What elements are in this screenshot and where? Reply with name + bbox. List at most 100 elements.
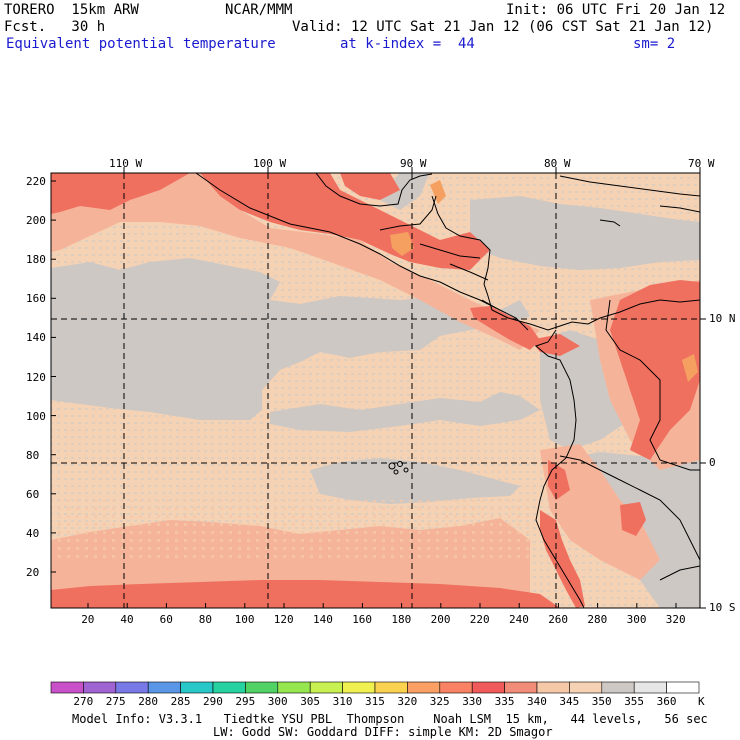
island-galapagos-b	[397, 461, 403, 467]
colorbar-swatch	[245, 681, 279, 694]
colorbar	[50, 681, 700, 694]
x-tick-label: 180	[391, 613, 412, 626]
shading-speckle-south	[51, 500, 531, 560]
colorbar-swatch	[277, 681, 311, 694]
border-colombia-venezuela	[605, 299, 700, 471]
x-tick-label: 20	[81, 613, 95, 626]
border-costarica	[481, 299, 497, 309]
y-tick-label: 200	[26, 214, 46, 228]
colorbar-swatch	[374, 681, 408, 694]
graticule	[51, 173, 700, 608]
coast-hispaniola	[659, 205, 700, 213]
x-tick-label: 100	[234, 613, 255, 626]
y-tick-label: 100	[26, 409, 46, 423]
coast-jamaica	[599, 219, 621, 227]
border-nicaragua	[449, 263, 489, 281]
colorbar-label: 315	[365, 695, 385, 708]
y-tick-label: 120	[26, 370, 46, 384]
x-ticks	[87, 603, 677, 608]
coast-cuba	[559, 175, 700, 197]
x-tick-label: 80	[198, 613, 213, 626]
colorbar-swatch	[407, 681, 441, 694]
coast-south-america-pacific	[534, 329, 585, 608]
y-tick-label: 140	[26, 331, 46, 345]
colorbar-swatch	[633, 681, 667, 694]
shading-red-peru-coast	[540, 460, 585, 608]
x-tick-label: 320	[665, 613, 686, 626]
smoothing-label: sm= 2	[633, 36, 676, 52]
x-tick-label: 280	[587, 613, 608, 626]
x-tick-label: 260	[548, 613, 569, 626]
colorbar-label: 305	[300, 695, 321, 708]
colorbar-label: 275	[105, 695, 126, 708]
shading-red-nw	[51, 173, 190, 214]
border-peru-brazil	[619, 479, 700, 561]
top-ticks	[123, 167, 701, 173]
colorbar-swatch	[471, 681, 505, 694]
y-ticks	[51, 180, 56, 573]
model-title: TORERO 15km ARW	[4, 2, 139, 18]
colorbar-label: 330	[462, 695, 483, 708]
colorbar-swatch	[83, 681, 117, 694]
border-ecuador-peru	[559, 455, 621, 481]
colorbar-label: 340	[527, 695, 547, 708]
x-tick-label: 120	[273, 613, 294, 626]
x-tick-label: 300	[626, 613, 647, 626]
colorbar-label: 325	[429, 695, 450, 708]
x-tick-label: 40	[120, 613, 134, 626]
shading-red-venezuela	[610, 280, 700, 460]
colorbar-swatch	[439, 681, 473, 694]
colorbar-label: 285	[170, 695, 191, 708]
lat-label-10n: 10 N	[709, 312, 736, 325]
colorbar-label: 280	[138, 695, 159, 708]
forecast-hour: Fcst. 30 h	[4, 19, 106, 35]
colorbar-label: 335	[494, 695, 515, 708]
colorbar-label: 360	[656, 695, 677, 708]
x-tick-label: 140	[313, 613, 333, 626]
shading-orange-guatemala	[390, 232, 414, 256]
shading-red-mexico	[200, 173, 490, 270]
shading-pink-peru	[540, 444, 660, 580]
x-tick-label: 240	[509, 613, 529, 626]
y-tick-label: 80	[26, 448, 40, 462]
x-tick-label: 160	[352, 613, 373, 626]
physics-info-line: LW: Godd SW: Goddard DIFF: simple KM: 2D…	[213, 725, 553, 739]
colorbar-swatch	[569, 681, 603, 694]
coast-gulf	[315, 173, 433, 207]
colorbar-swatch	[212, 681, 246, 694]
shading-red-south-band	[51, 580, 560, 608]
border-honduras	[419, 243, 481, 259]
y-tick-label: 180	[26, 253, 46, 267]
colorbar-label: 320	[397, 695, 418, 708]
island-galapagos-c	[403, 467, 409, 473]
lat-label-0: 0	[709, 456, 716, 469]
y-tick-label: 60	[26, 487, 40, 501]
colorbar-label: 310	[332, 695, 353, 708]
colorbar-swatch	[666, 681, 700, 694]
coastlines	[195, 173, 700, 608]
colorbar-label: 270	[73, 695, 94, 708]
level-label: at k-index = 44	[340, 36, 475, 52]
y-tick-label: 220	[26, 175, 46, 188]
shading-orange-yucatan	[430, 180, 446, 204]
colorbar-swatch	[147, 681, 181, 694]
colorbar-swatch	[601, 681, 635, 694]
colorbar-swatch	[50, 681, 84, 694]
lon-label-100w: 100 W	[253, 157, 287, 170]
map-frame	[50, 172, 701, 609]
colorbar-swatch	[342, 681, 376, 694]
x-tick-label: 60	[159, 613, 173, 626]
coast-central-america-caribbean	[431, 195, 700, 331]
colorbar-label: 345	[559, 695, 580, 708]
border-guatemala	[379, 195, 437, 231]
x-tick-label: 220	[469, 613, 490, 626]
map-shading	[51, 173, 700, 608]
lon-label-80w: 80 W	[544, 157, 571, 170]
border-bolivia	[659, 565, 700, 581]
colorbar-label: 290	[203, 695, 223, 708]
right-ticks	[700, 318, 706, 609]
colorbar-label: 295	[235, 695, 256, 708]
colorbar-label: 350	[591, 695, 612, 708]
y-tick-label: 40	[26, 526, 40, 540]
